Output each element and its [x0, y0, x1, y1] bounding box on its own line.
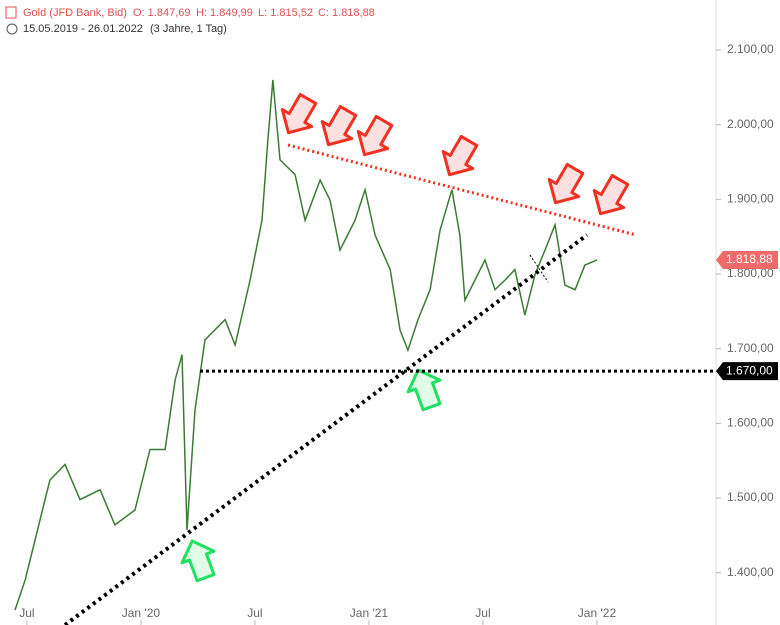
up-arrow: [180, 539, 216, 583]
price-marker-label: 1.818,88: [726, 252, 773, 266]
y-tick-label: 1.500,00: [727, 490, 774, 504]
y-tick-label: 2.100,00: [727, 42, 774, 56]
x-tick-label: Jan '20: [122, 606, 161, 620]
y-tick-label: 1.800,00: [727, 266, 774, 280]
y-tick-label: 1.600,00: [727, 416, 774, 430]
ohlc: O: 1.847,69: [133, 7, 191, 19]
price-marker: [716, 362, 778, 381]
chart-title: Gold (JFD Bank, Bid): [23, 7, 127, 19]
down-arrow: [547, 162, 585, 205]
plot: [14, 79, 598, 611]
x-tick-label: Jul: [19, 606, 34, 620]
down-arrow: [441, 134, 479, 177]
down-arrow: [320, 104, 358, 147]
up-arrow: [406, 368, 442, 412]
down-arrow: [356, 114, 394, 157]
price-marker: [716, 250, 778, 269]
price-line: [14, 79, 598, 611]
y-tick-label: 1.900,00: [727, 192, 774, 206]
down-arrow: [592, 173, 630, 216]
icon: [5, 6, 17, 19]
ohlc: H: 1.849,99: [196, 7, 253, 19]
annotations: [63, 92, 637, 625]
x-tick-label: Jul: [247, 606, 262, 620]
header: Gold (JFD Bank, Bid) O: 1.847,69 H: 1.84…: [5, 6, 375, 35]
down-arrow: [280, 92, 318, 135]
x-tick-label: Jul: [475, 606, 490, 620]
x-tick-label: Jan '22: [578, 606, 617, 620]
helper-line: [529, 254, 549, 283]
clock-icon: [6, 23, 18, 35]
price-marker-label: 1.670,00: [726, 363, 773, 377]
subtitle: 15.05.2019 - 26.01.2022: [23, 23, 143, 35]
ohlc: L: 1.815,52: [258, 7, 313, 19]
y-tick-label: 2.000,00: [727, 117, 774, 131]
period: (3 Jahre, 1 Tag): [150, 23, 227, 35]
support-line: [63, 233, 589, 625]
y-tick-label: 1.700,00: [727, 341, 774, 355]
x-tick-label: Jan '21: [350, 606, 389, 620]
ohlc: C: 1.818,88: [318, 7, 375, 19]
y-tick-label: 1.400,00: [727, 565, 774, 579]
